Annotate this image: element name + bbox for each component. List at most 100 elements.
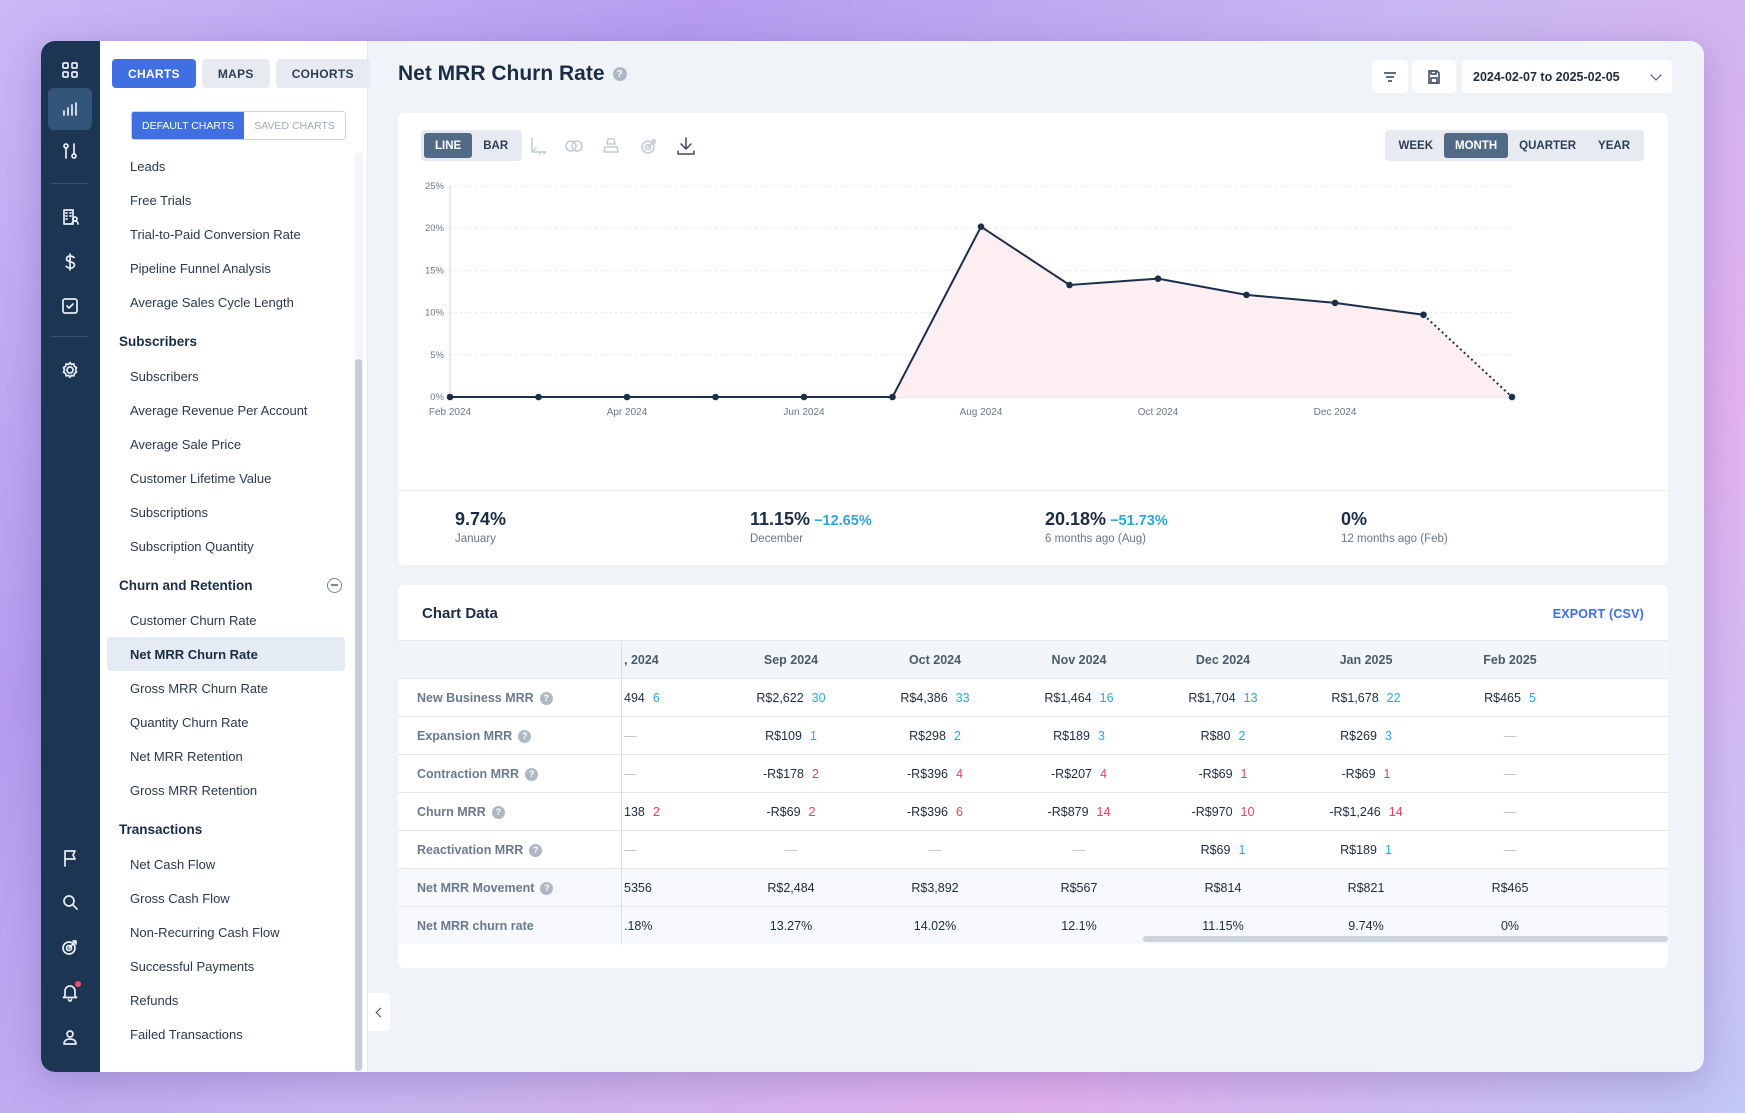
settings-icon[interactable] — [48, 349, 92, 391]
stat-label: December — [750, 533, 804, 545]
sidebar-item-sales-cycle[interactable]: Average Sales Cycle Length — [130, 294, 294, 310]
goals-icon[interactable] — [48, 926, 92, 968]
sidebar-item-successful-payments[interactable]: Successful Payments — [130, 958, 255, 974]
sidebar-item-free-trials[interactable]: Free Trials — [130, 192, 192, 208]
sidebar-item-subscriptions[interactable]: Subscriptions — [130, 504, 209, 520]
group-label: Transactions — [119, 821, 203, 837]
sidebar-item-non-recurring-cash-flow[interactable]: Non-Recurring Cash Flow — [130, 924, 280, 940]
sidebar-item-failed-transactions[interactable]: Failed Transactions — [130, 1026, 243, 1042]
save-chart-button[interactable] — [1412, 60, 1456, 93]
sidebar-item-pipeline-funnel[interactable]: Pipeline Funnel Analysis — [130, 260, 271, 276]
sidebar-item-subscribers[interactable]: Subscribers — [130, 368, 199, 384]
bar-chart-button[interactable]: BAR — [483, 139, 509, 152]
tab-maps[interactable]: MAPS — [201, 59, 270, 88]
help-icon[interactable]: ? — [491, 805, 505, 819]
table-cell: — — [1445, 755, 1575, 793]
sidebar-item-trial-conversion[interactable]: Trial-to-Paid Conversion Rate — [130, 226, 301, 242]
cell-value: — — [1503, 805, 1517, 819]
help-icon[interactable]: ? — [612, 67, 627, 81]
filter-button[interactable] — [1372, 60, 1408, 93]
sidebar-item-gross-cash-flow[interactable]: Gross Cash Flow — [130, 890, 230, 906]
tasks-icon[interactable] — [48, 285, 92, 327]
table-cell: R$465 — [1445, 869, 1575, 907]
sidebar-item-net-cash-flow[interactable]: Net Cash Flow — [130, 856, 216, 872]
x-tick-label: Jun 2024 — [783, 407, 825, 418]
line-chart-button[interactable]: LINE — [424, 133, 473, 158]
table-row: Expansion MRR? — R$109 1 R$298 2 R$189 3 R$80 2 R$… — [398, 716, 1668, 754]
sidebar-item-net-mrr-churn[interactable]: Net MRR Churn Rate — [107, 637, 345, 671]
sidebar-item-refunds[interactable]: Refunds — [130, 992, 179, 1008]
row-label: Net MRR churn rate — [417, 907, 534, 945]
cell-value: 11.15% — [1202, 919, 1244, 933]
data-point — [535, 393, 542, 401]
table-cell: R$2,622 30 — [726, 679, 856, 717]
column-header[interactable]: Sep 2024 — [763, 653, 819, 667]
sidebar-item-ltv[interactable]: Customer Lifetime Value — [130, 470, 272, 486]
table-cell: R$814 — [1158, 869, 1288, 907]
help-icon[interactable]: ? — [529, 843, 543, 857]
table-cell: 14.02% — [870, 907, 1000, 945]
segments-icon[interactable] — [598, 133, 624, 159]
help-icon[interactable]: ? — [540, 881, 554, 895]
sidebar-item-net-mrr-retention[interactable]: Net MRR Retention — [130, 748, 243, 764]
sidebar-item-gross-mrr-retention[interactable]: Gross MRR Retention — [130, 782, 258, 798]
dashboard-icon[interactable] — [48, 49, 92, 91]
week-button[interactable]: WEEK — [1398, 139, 1434, 152]
table-row: Contraction MRR? — -R$178 2 -R$396 4 -R$207 4 -R… — [398, 754, 1668, 792]
collapse-sidebar-button[interactable] — [368, 993, 390, 1031]
target-icon[interactable] — [636, 133, 662, 159]
tab-saved-charts[interactable]: SAVED CHARTS — [244, 112, 345, 139]
tab-cohorts[interactable]: COHORTS — [275, 59, 370, 88]
sidebar-scrollbar[interactable] — [355, 359, 362, 1071]
notifications-icon[interactable] — [48, 971, 92, 1013]
stat-delta: −51.73% — [1110, 513, 1168, 529]
cell-count: 13 — [1243, 691, 1258, 705]
table-cell: — — [1445, 793, 1575, 831]
help-icon[interactable]: ? — [518, 729, 532, 743]
customers-icon[interactable] — [48, 196, 92, 238]
month-button[interactable]: MONTH — [1444, 133, 1509, 158]
column-header[interactable]: Feb 2025 — [1483, 653, 1537, 667]
user-icon[interactable] — [48, 1016, 92, 1058]
year-button[interactable]: YEAR — [1598, 139, 1630, 152]
search-icon[interactable] — [48, 881, 92, 923]
sidebar-item-arpa[interactable]: Average Revenue Per Account — [130, 402, 308, 418]
sidebar-item-asp[interactable]: Average Sale Price — [130, 436, 242, 452]
sidebar-item-gross-mrr-churn[interactable]: Gross MRR Churn Rate — [130, 680, 268, 696]
export-csv-button[interactable]: EXPORT (CSV) — [1552, 607, 1644, 621]
x-tick-label: Feb 2024 — [429, 407, 472, 418]
sidebar-item-subscription-quantity[interactable]: Subscription Quantity — [130, 538, 254, 554]
flag-icon[interactable] — [48, 837, 92, 879]
axis-icon[interactable] — [525, 133, 551, 159]
help-icon[interactable]: ? — [525, 767, 539, 781]
table-cell: — — [1014, 831, 1144, 869]
column-header[interactable]: Nov 2024 — [1051, 653, 1107, 667]
tab-default-charts[interactable]: DEFAULT CHARTS — [132, 112, 245, 139]
sidebar-item-customer-churn[interactable]: Customer Churn Rate — [130, 612, 257, 628]
quarter-button[interactable]: QUARTER — [1519, 139, 1577, 152]
table-horizontal-scrollbar[interactable] — [1143, 936, 1668, 942]
compare-icon[interactable] — [561, 133, 587, 159]
group-transactions[interactable]: Transactions — [100, 807, 352, 847]
charts-icon[interactable] — [48, 88, 92, 130]
column-header[interactable]: Jan 2025 — [1339, 653, 1393, 667]
sidebar-item-quantity-churn[interactable]: Quantity Churn Rate — [130, 714, 249, 730]
group-subscribers[interactable]: Subscribers — [100, 319, 352, 359]
collapse-group-icon[interactable] — [327, 577, 342, 593]
dollar-icon[interactable] — [48, 241, 92, 283]
help-icon[interactable]: ? — [539, 691, 553, 705]
column-header[interactable]: Dec 2024 — [1195, 653, 1251, 667]
pipeline-icon[interactable] — [48, 130, 92, 172]
data-point — [1420, 311, 1427, 319]
y-tick-label: 0% — [430, 392, 444, 403]
date-range-picker[interactable]: 2024-02-07 to 2025-02-05 — [1462, 60, 1672, 93]
column-header[interactable]: Oct 2024 — [908, 653, 962, 667]
sidebar-item-leads[interactable]: Leads — [130, 158, 166, 174]
group-label: Churn and Retention — [119, 577, 253, 593]
group-churn-retention[interactable]: Churn and Retention — [100, 563, 352, 603]
download-icon[interactable] — [673, 133, 699, 159]
column-header[interactable]: , 2024 — [624, 653, 659, 667]
table-cell: R$189 3 — [1014, 717, 1144, 755]
tab-charts[interactable]: CHARTS — [112, 59, 196, 88]
table-cell: — — [726, 831, 856, 869]
